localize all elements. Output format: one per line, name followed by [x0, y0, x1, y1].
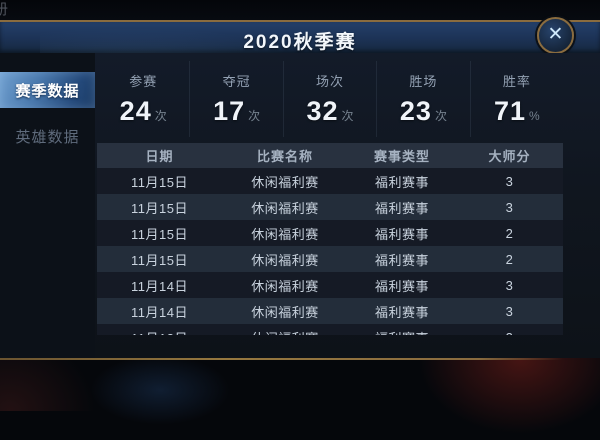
cell-event-type: 福利赛事 — [374, 200, 429, 216]
table-row: 11月15日 休闲福利赛 福利赛事 3 — [97, 168, 563, 194]
column-header-match-name: 比赛名称 — [256, 149, 313, 164]
cell-master-points: 2 — [505, 225, 514, 241]
stat-value: 23 — [399, 96, 432, 126]
table-row: 11月14日 休闲福利赛 福利赛事 3 — [97, 272, 563, 298]
background-strip: 册 — [0, 0, 600, 20]
stat-matches: 场次 32 次 — [284, 61, 378, 137]
stat-championships: 夺冠 17 次 — [190, 61, 284, 137]
stat-value: 71 — [493, 96, 527, 126]
sidebar-item-label: 赛季数据 — [15, 82, 80, 100]
sidebar-item-season-data[interactable]: 赛季数据 — [0, 72, 95, 108]
cell-date: 11月15日 — [131, 252, 188, 268]
cell-match-name: 休闲福利赛 — [251, 278, 319, 294]
stat-unit: 次 — [248, 109, 261, 123]
table-row: 11月13日 休闲福利赛 福利赛事 2 — [97, 324, 563, 335]
match-list-scroll-area[interactable]: 11月15日 休闲福利赛 福利赛事 3 11月15日 休闲福利赛 福利赛事 3 … — [97, 168, 563, 335]
cell-event-type: 福利赛事 — [348, 328, 456, 336]
dialog-titlebar: 2020秋季赛 — [0, 20, 600, 55]
column-header-master-points: 大师分 — [488, 149, 531, 164]
table-header-row: 日期 比赛名称 赛事类型 大师分 — [97, 143, 563, 168]
match-history-table: 日期 比赛名称 赛事类型 大师分 11月15日 休闲福利赛 福利赛事 3 11月… — [97, 143, 563, 335]
close-icon: ✕ — [547, 24, 564, 45]
stat-label: 参赛 — [129, 74, 158, 89]
sidebar: 赛季数据 英雄数据 — [0, 53, 95, 358]
stat-wins: 胜场 23 次 — [377, 61, 471, 137]
cell-master-points: 3 — [505, 303, 514, 319]
close-button[interactable]: ✕ — [537, 17, 574, 54]
stats-summary-row: 参赛 24 次 夺冠 17 次 场次 32 次 — [97, 61, 563, 137]
cell-master-points: 2 — [456, 330, 563, 336]
cell-date: 11月15日 — [131, 200, 188, 216]
table-row: 11月15日 休闲福利赛 福利赛事 2 — [97, 220, 563, 246]
stat-label: 胜率 — [502, 74, 531, 89]
stat-unit: 次 — [434, 109, 447, 123]
background-blue-glow — [90, 355, 230, 425]
cell-event-type: 福利赛事 — [374, 278, 429, 294]
cell-master-points: 3 — [505, 173, 514, 189]
stat-participations: 参赛 24 次 — [97, 61, 191, 137]
stat-unit: 次 — [154, 109, 167, 123]
panel-bottom-gold-border — [0, 358, 563, 360]
season-data-content: 参赛 24 次 夺冠 17 次 场次 32 次 — [97, 53, 563, 358]
column-header-event-type: 赛事类型 — [373, 149, 430, 164]
cell-match-name: 休闲福利赛 — [251, 200, 319, 216]
cell-match-name: 休闲福利赛 — [251, 226, 319, 242]
sidebar-item-hero-data[interactable]: 英雄数据 — [0, 118, 95, 154]
stat-unit: 次 — [341, 109, 354, 123]
stat-winrate: 胜率 71 % — [471, 61, 563, 137]
cell-event-type: 福利赛事 — [374, 174, 429, 190]
cell-date: 11月15日 — [131, 226, 188, 242]
dialog-body: 赛季数据 英雄数据 参赛 24 次 夺冠 17 次 场次 — [0, 53, 600, 411]
cell-event-type: 福利赛事 — [374, 252, 429, 268]
cell-match-name: 休闲福利赛 — [251, 252, 319, 268]
cell-match-name: 休闲福利赛 — [251, 174, 319, 190]
cell-date: 11月13日 — [97, 328, 222, 336]
cell-master-points: 3 — [505, 277, 514, 293]
stat-value: 17 — [213, 96, 246, 126]
stat-label: 胜场 — [409, 74, 438, 89]
stat-unit: % — [529, 109, 540, 123]
cell-master-points: 2 — [505, 251, 514, 267]
cell-master-points: 3 — [505, 199, 514, 215]
stat-value: 32 — [306, 96, 339, 126]
cell-event-type: 福利赛事 — [374, 226, 429, 242]
background-clipped-text: 册 — [0, 1, 10, 18]
sidebar-item-label: 英雄数据 — [15, 128, 80, 146]
stat-label: 夺冠 — [222, 74, 251, 89]
cell-match-name: 休闲福利赛 — [251, 304, 319, 320]
cell-date: 11月14日 — [131, 304, 188, 320]
stat-label: 场次 — [316, 74, 345, 89]
cell-match-name: 休闲福利赛 — [222, 328, 348, 336]
table-row: 11月14日 休闲福利赛 福利赛事 3 — [97, 298, 563, 324]
cell-date: 11月15日 — [131, 174, 188, 190]
dialog-title: 2020秋季赛 — [243, 32, 357, 53]
column-header-date: 日期 — [145, 149, 174, 164]
table-row: 11月15日 休闲福利赛 福利赛事 3 — [97, 194, 563, 220]
cell-event-type: 福利赛事 — [374, 304, 429, 320]
stat-value: 24 — [119, 96, 152, 126]
table-row: 11月15日 休闲福利赛 福利赛事 2 — [97, 246, 563, 272]
cell-date: 11月14日 — [131, 278, 188, 294]
